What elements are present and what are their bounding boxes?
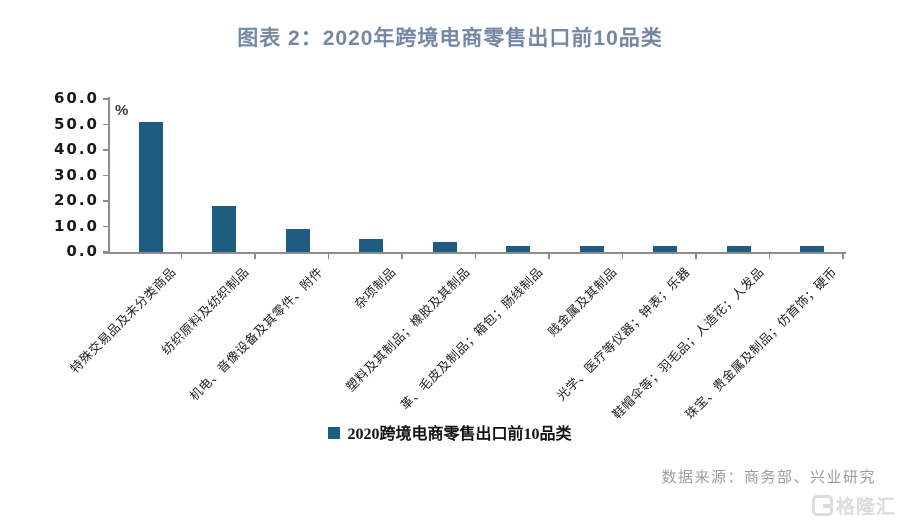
y-tick-mark — [103, 98, 108, 100]
legend-label: 2020跨境电商零售出口前10品类 — [347, 426, 572, 443]
x-tick-mark — [842, 254, 844, 259]
x-tick-mark — [401, 254, 403, 259]
x-category-label: 鞋帽伞等；羽毛品；人造花；人发品 — [609, 264, 767, 422]
x-tick-mark — [327, 254, 330, 259]
x-tick-mark — [768, 254, 771, 259]
bar — [212, 206, 237, 252]
y-tick-mark — [103, 174, 108, 177]
bar — [653, 245, 678, 252]
gelonghui-logo: 格隆汇 — [811, 492, 896, 519]
bar — [285, 229, 310, 252]
x-category-label: 塑料及其制品；橡胶及其制品 — [343, 264, 473, 395]
bar — [579, 245, 604, 252]
data-source: 数据来源：商务部、兴业研究 — [661, 469, 876, 486]
x-category-label: 特殊交易品及未分类商品 — [67, 264, 179, 376]
x-tick-mark — [548, 254, 550, 259]
x-category-label: 贱金属及其制品 — [545, 264, 620, 340]
y-tick-mark — [103, 225, 108, 228]
y-tick-mark — [103, 200, 108, 202]
bar — [432, 241, 457, 252]
bar — [359, 239, 384, 252]
x-tick-mark — [695, 254, 697, 259]
gelonghui-icon — [811, 495, 833, 516]
x-category-label: 光学、医疗等仪器；钟表；乐器 — [554, 264, 693, 404]
bar — [506, 245, 531, 252]
y-tick-label: 40.0 — [53, 140, 99, 158]
x-tick-mark — [621, 254, 624, 259]
y-tick-label: 20.0 — [53, 191, 99, 209]
x-category-label: 珠宝、贵金属及制品；仿首饰；硬币 — [682, 264, 840, 422]
y-tick-mark — [103, 149, 108, 151]
x-category-label: 机电、音像设备及其零件、附件 — [186, 264, 326, 404]
x-tick-mark — [474, 254, 477, 259]
y-tick-label: 60.0 — [53, 89, 99, 107]
chart-title: 图表 2：2020年跨境电商零售出口前10品类 — [237, 27, 663, 50]
y-tick-mark — [103, 123, 108, 126]
y-tick-label: 0.0 — [66, 242, 99, 260]
x-tick-mark — [180, 254, 183, 259]
x-category-label: 革、毛皮及制品；箱包；肠线制品 — [398, 264, 546, 413]
bar — [726, 245, 751, 252]
y-axis-unit-label: % — [115, 102, 129, 119]
x-tick-mark — [254, 254, 256, 259]
y-tick-mark — [103, 251, 108, 253]
legend: 2020跨境电商零售出口前10品类 — [0, 420, 900, 444]
y-tick-label: 30.0 — [53, 165, 99, 184]
y-axis — [108, 97, 110, 252]
x-axis — [103, 252, 846, 254]
bar — [138, 121, 163, 252]
legend-marker — [328, 427, 341, 439]
y-tick-label: 50.0 — [53, 114, 99, 133]
logo-text: 格隆汇 — [835, 497, 896, 518]
x-category-label: 杂项制品 — [352, 264, 399, 312]
bar — [800, 245, 825, 252]
y-tick-label: 10.0 — [53, 216, 99, 235]
